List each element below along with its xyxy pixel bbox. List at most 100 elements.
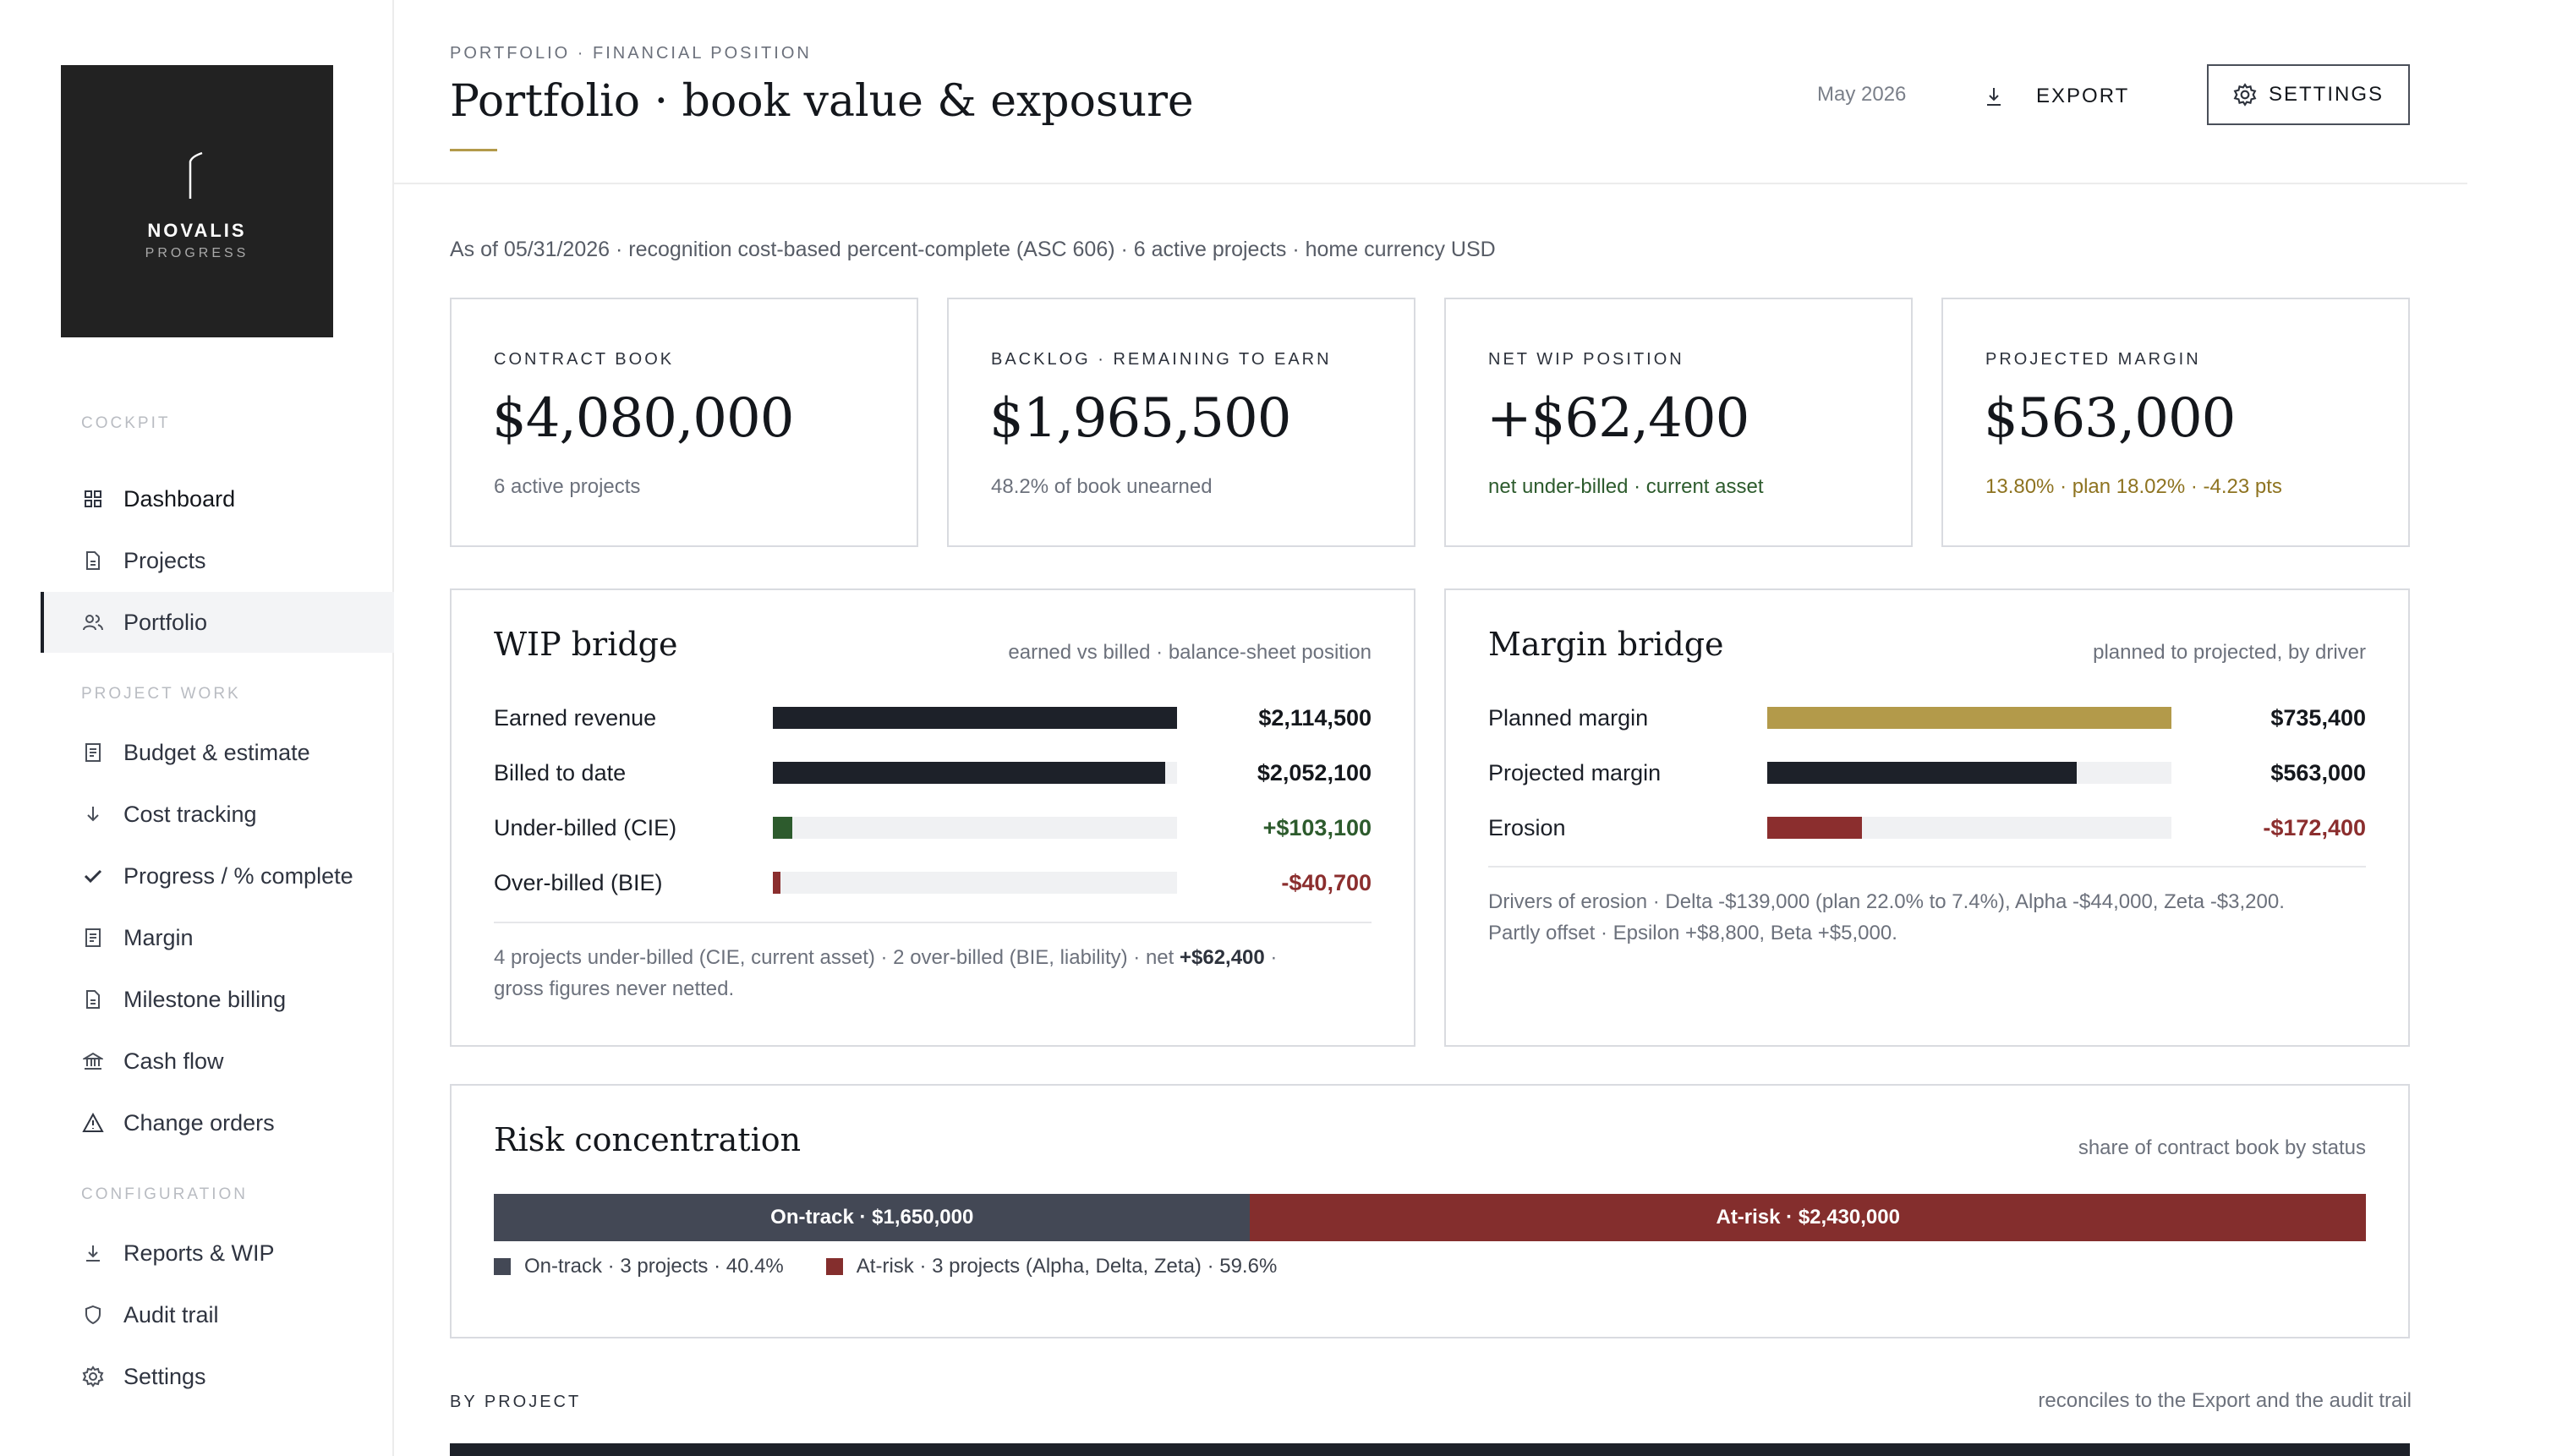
kpi-value: $4,080,000: [492, 387, 794, 450]
sidebar-item-label: Cash flow: [123, 1048, 224, 1074]
sidebar-item-label: Budget & estimate: [123, 739, 310, 765]
section-label-configuration: CONFIGURATION: [81, 1185, 248, 1203]
bar-fill: [1767, 707, 2171, 729]
bar-value: +$103,100: [1262, 815, 1372, 840]
sidebar-item-label: Projects: [123, 547, 206, 573]
kpi-card-projected-margin: PROJECTED MARGIN $563,000 13.80% · plan …: [1941, 298, 2410, 547]
sidebar-item-settings[interactable]: Settings: [41, 1346, 394, 1407]
sidebar-item-label: Dashboard: [123, 485, 236, 512]
legend-item-at-risk: At-risk · 3 projects (Alpha, Delta, Zeta…: [825, 1255, 1278, 1278]
bar-track: [773, 872, 1177, 894]
bar-value: $2,052,100: [1257, 760, 1372, 785]
footnote-text: 4 projects under-billed (CIE, current as…: [494, 946, 1180, 969]
footnote-text: Drivers of erosion · Delta -$139,000 (pl…: [1488, 890, 2285, 913]
footnote-text: gross figures never netted.: [494, 977, 735, 1000]
bar-label: Earned revenue: [494, 705, 657, 731]
bar-value: -$40,700: [1281, 870, 1372, 895]
kpi-value: +$62,400: [1487, 387, 1749, 450]
bar-label: Projected margin: [1488, 760, 1662, 785]
legend-item-on-track: On-track · 3 projects · 40.4%: [494, 1255, 784, 1278]
sidebar-item-label: Progress / % complete: [123, 862, 353, 889]
risk-legend: On-track · 3 projects · 40.4% At-risk · …: [494, 1255, 1319, 1278]
bar-track: [1767, 707, 2171, 729]
sidebar: NOVALIS PROGRESS COCKPIT Dashboard Proje…: [0, 0, 394, 1456]
export-button[interactable]: EXPORT: [1984, 66, 2129, 127]
document-icon: [81, 549, 105, 572]
wip-bridge-panel: WIP bridge earned vs billed · balance-sh…: [450, 588, 1415, 1047]
kpi-sub: 48.2% of book unearned: [991, 475, 1213, 498]
bar-track: [773, 817, 1177, 839]
settings-label: SETTINGS: [2268, 83, 2384, 106]
brand-logo[interactable]: NOVALIS PROGRESS: [61, 65, 333, 337]
page-title: Portfolio · book value & exposure: [450, 76, 1194, 127]
gear-icon: [81, 1365, 105, 1388]
panel-title: Risk concentration: [494, 1121, 802, 1158]
legend-swatch: [494, 1258, 511, 1275]
warning-icon: [81, 1111, 105, 1135]
panel-title: WIP bridge: [494, 626, 678, 663]
sidebar-item-milestone-billing[interactable]: Milestone billing: [41, 969, 394, 1030]
bar-track: [1767, 817, 2171, 839]
kpi-value: $1,965,500: [989, 387, 1291, 450]
wip-row-under-billed: Under-billed (CIE) +$103,100: [494, 810, 1372, 844]
period-selector[interactable]: May 2026: [1817, 83, 1907, 106]
sidebar-item-portfolio[interactable]: Portfolio: [41, 592, 394, 653]
sidebar-item-reports-wip[interactable]: Reports & WIP: [41, 1223, 394, 1284]
wip-row-billed: Billed to date $2,052,100: [494, 755, 1372, 789]
bar-label: Over-billed (BIE): [494, 870, 663, 895]
section-label-cockpit: COCKPIT: [81, 414, 171, 432]
bar-track: [773, 762, 1177, 784]
panel-divider: [1488, 866, 2366, 868]
kpi-label: CONTRACT BOOK: [494, 350, 675, 369]
bar-value: $563,000: [2270, 760, 2366, 785]
legend-label: On-track · 3 projects · 40.4%: [524, 1255, 784, 1278]
footnote-net: +$62,400: [1179, 946, 1265, 969]
bar-track: [773, 707, 1177, 729]
sidebar-item-label: Milestone billing: [123, 986, 287, 1012]
legend-label: At-risk · 3 projects (Alpha, Delta, Zeta…: [856, 1255, 1278, 1278]
sidebar-item-margin[interactable]: Margin: [41, 907, 394, 968]
settings-button[interactable]: SETTINGS: [2207, 64, 2410, 125]
list-icon: [81, 926, 105, 950]
brand-sub: PROGRESS: [145, 246, 249, 260]
download-icon: [81, 1241, 105, 1265]
sidebar-item-budget[interactable]: Budget & estimate: [41, 722, 394, 783]
panel-note: planned to projected, by driver: [2093, 641, 2366, 664]
shield-icon: [81, 1303, 105, 1327]
sidebar-item-label: Margin: [123, 924, 194, 950]
bar-value: $2,114,500: [1258, 705, 1372, 731]
sidebar-item-dashboard[interactable]: Dashboard: [41, 468, 394, 529]
bar-track: [1767, 762, 2171, 784]
sidebar-item-audit-trail[interactable]: Audit trail: [41, 1284, 394, 1345]
kpi-sub: 6 active projects: [494, 475, 641, 498]
kpi-card-contract-book: CONTRACT BOOK $4,080,000 6 active projec…: [450, 298, 918, 547]
bar-label: Erosion: [1488, 815, 1566, 840]
panel-title: Margin bridge: [1488, 626, 1724, 663]
legend-swatch: [825, 1258, 843, 1275]
export-label: EXPORT: [2036, 85, 2130, 107]
panel-divider: [494, 922, 1372, 923]
sidebar-item-change-orders[interactable]: Change orders: [41, 1092, 394, 1153]
bar-fill: [773, 707, 1177, 729]
sidebar-item-progress[interactable]: Progress / % complete: [41, 846, 394, 906]
sidebar-item-cash-flow[interactable]: Cash flow: [41, 1031, 394, 1092]
bar-fill: [773, 762, 1165, 784]
grid-icon: [81, 487, 105, 511]
margin-footnote: Drivers of erosion · Delta -$139,000 (pl…: [1488, 886, 2366, 949]
kpi-value: $563,000: [1984, 387, 2236, 450]
project-table-header: [450, 1443, 2410, 1456]
kpi-sub: 13.80% · plan 18.02% · -4.23 pts: [1985, 475, 2282, 498]
bar-label: Planned margin: [1488, 705, 1649, 731]
bar-value: $735,400: [2270, 705, 2366, 731]
kpi-label: NET WIP POSITION: [1488, 350, 1684, 369]
bar-label: Under-billed (CIE): [494, 815, 677, 840]
margin-bridge-panel: Margin bridge planned to projected, by d…: [1444, 588, 2410, 1047]
title-underline: [450, 149, 497, 151]
kpi-label: PROJECTED MARGIN: [1985, 350, 2201, 369]
arrow-down-icon: [81, 802, 105, 826]
wip-footnote: 4 projects under-billed (CIE, current as…: [494, 942, 1372, 1004]
risk-concentration-panel: Risk concentration share of contract boo…: [450, 1084, 2410, 1338]
sidebar-item-projects[interactable]: Projects: [41, 530, 394, 591]
bar-label: Billed to date: [494, 760, 627, 785]
sidebar-item-cost-tracking[interactable]: Cost tracking: [41, 784, 394, 845]
